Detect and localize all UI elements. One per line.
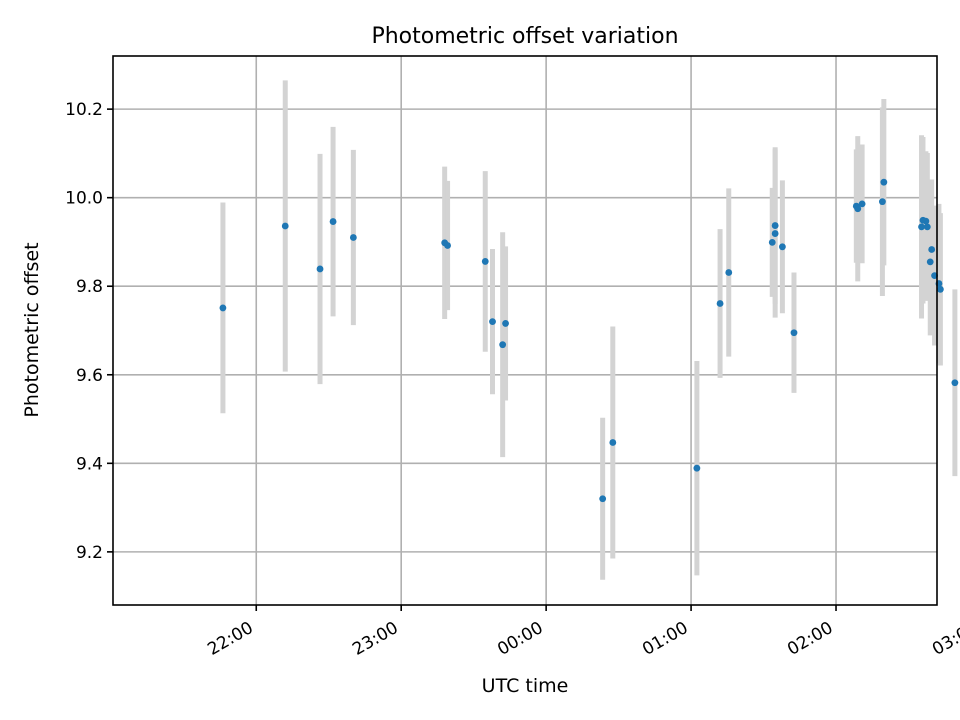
data-point	[858, 200, 866, 208]
data-point	[922, 217, 930, 225]
data-point	[951, 379, 959, 387]
data-point	[923, 223, 931, 231]
y-tick-label: 9.6	[76, 366, 103, 386]
chart-title: Photometric offset variation	[371, 24, 678, 49]
data-point	[693, 464, 701, 472]
y-tick-label: 9.2	[76, 543, 103, 563]
data-point	[502, 320, 509, 327]
data-point	[481, 258, 489, 265]
y-axis-label: Photometric offset	[21, 242, 43, 417]
data-point	[790, 329, 798, 337]
data-point	[880, 178, 888, 186]
y-axis-ticks: 9.2 9.4 9.6 9.8 10.0 10.2	[65, 100, 113, 563]
plot-frame	[112, 55, 938, 606]
data-point	[489, 318, 496, 326]
data-point	[928, 246, 936, 253]
data-point	[926, 258, 934, 266]
data-point	[768, 238, 776, 246]
y-tick-label: 9.8	[76, 277, 103, 297]
y-tick-label: 9.4	[76, 454, 103, 474]
data-point	[778, 243, 786, 251]
data-point	[771, 230, 779, 237]
data-point	[349, 234, 357, 241]
data-point	[599, 495, 607, 503]
data-point	[725, 269, 733, 276]
data-point	[329, 218, 337, 225]
data-point	[879, 198, 886, 206]
y-tick-label: 10.0	[65, 189, 103, 209]
data-point	[281, 222, 289, 230]
data-point	[499, 341, 507, 349]
data-point	[316, 265, 324, 273]
data-point	[936, 285, 944, 293]
y-tick-label: 10.2	[65, 100, 103, 120]
data-point	[609, 439, 617, 446]
data-point	[771, 222, 779, 229]
grid	[113, 56, 937, 605]
x-axis-label: UTC time	[482, 675, 569, 697]
data-point	[444, 242, 451, 249]
data-point	[854, 205, 862, 213]
data-point	[918, 223, 925, 231]
data-point	[219, 304, 227, 312]
data-point	[716, 300, 724, 307]
